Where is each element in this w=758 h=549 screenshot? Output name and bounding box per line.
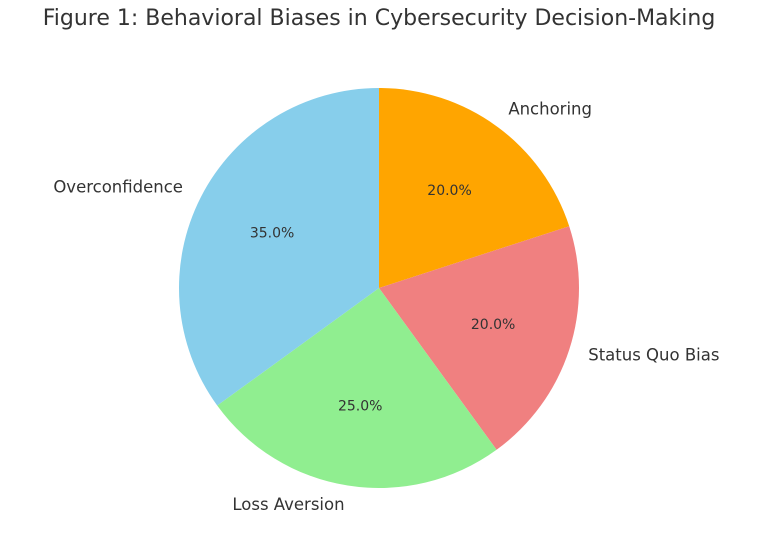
slice-label: Status Quo Bias <box>588 345 719 364</box>
chart-title: Figure 1: Behavioral Biases in Cybersecu… <box>42 6 716 31</box>
slice-percent-label: 20.0% <box>471 317 515 333</box>
pie-slice <box>179 88 379 406</box>
pie-slice <box>379 226 579 450</box>
pie-slice <box>379 88 570 288</box>
pie-slice <box>217 288 497 488</box>
slice-percent-label: 35.0% <box>250 226 294 242</box>
slice-label: Anchoring <box>508 100 592 119</box>
slice-label: Loss Aversion <box>232 495 344 514</box>
slice-percent-label: 20.0% <box>427 183 471 199</box>
slice-percent-label: 25.0% <box>338 399 382 415</box>
slice-label: Overconfidence <box>53 178 183 197</box>
